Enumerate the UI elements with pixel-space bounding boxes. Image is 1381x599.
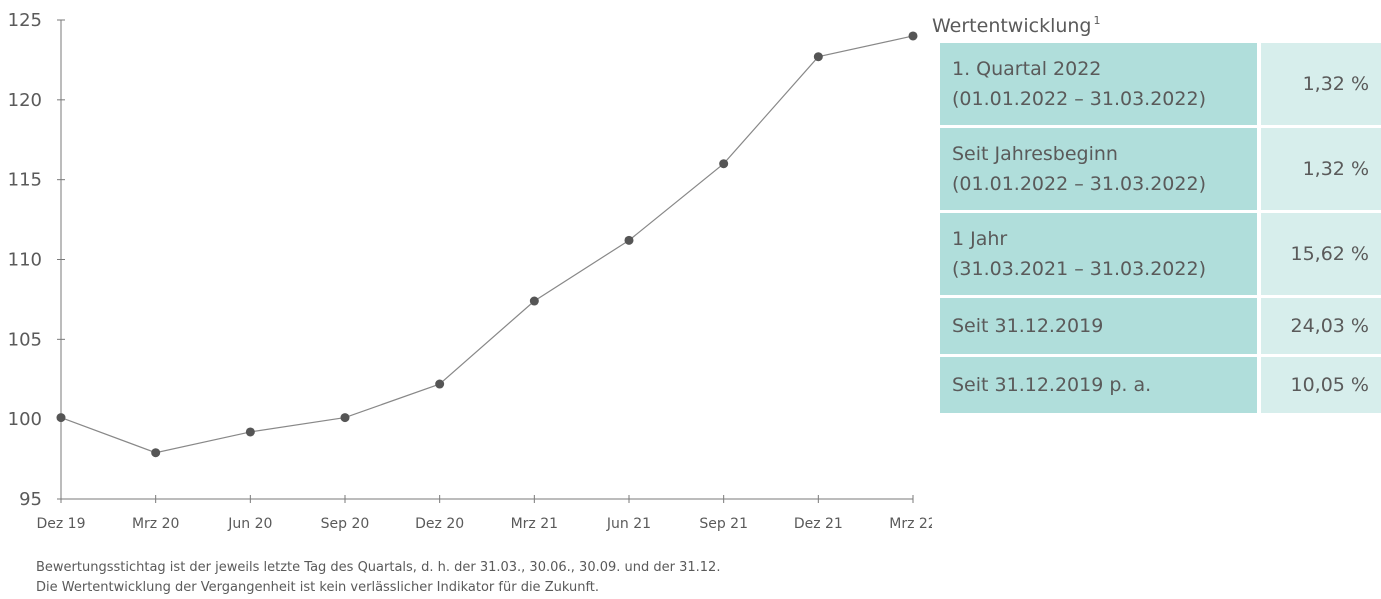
performance-value: 15,62 % (1260, 213, 1381, 298)
data-point (813, 52, 823, 62)
data-point (151, 448, 161, 458)
data-point (340, 413, 350, 423)
performance-label: Seit 31.12.2019 p. a. (940, 357, 1261, 416)
x-tick-label: Dez 19 (36, 516, 85, 532)
performance-value: 1,32 % (1260, 43, 1381, 128)
performance-row: 1 Jahr (31.03.2021 – 31.03.2022) 15,62 % (940, 213, 1381, 298)
performance-value: 24,03 % (1260, 298, 1381, 357)
y-tick-label: 110 (8, 250, 42, 271)
x-tick-label: Jun 21 (606, 516, 651, 532)
performance-label: Seit Jahresbeginn (01.01.2022 – 31.03.202… (940, 128, 1261, 213)
performance-row: Seit 31.12.2019 p. a. 10,05 % (940, 357, 1381, 416)
data-point (435, 379, 445, 389)
footnote-line: Die Wertentwicklung der Vergangenheit is… (36, 580, 600, 595)
data-point (719, 159, 729, 169)
x-tick-label: Mrz 20 (132, 516, 179, 532)
y-tick-label: 95 (19, 489, 42, 510)
performance-value: 1,32 % (1260, 128, 1381, 213)
label-line2: (01.01.2022 – 31.03.2022) (952, 88, 1206, 110)
performance-table: 1. Quartal 2022 (01.01.2022 – 31.03.2022)… (940, 43, 1381, 416)
performance-title-text: Wertentwicklung (932, 15, 1092, 37)
label-line1: Seit 31.12.2019 (952, 315, 1104, 337)
performance-title: Wertentwicklung 1 (932, 8, 1381, 37)
x-tick-label: Mrz 22 (889, 516, 932, 532)
label-line1: Seit 31.12.2019 p. a. (952, 374, 1152, 396)
footnote-line: Bewertungsstichtag ist der jeweils letzt… (36, 560, 721, 575)
footnote-mark: 1 (1093, 14, 1101, 27)
label-line1: 1. Quartal 2022 (952, 58, 1102, 80)
y-tick-label: 120 (8, 90, 42, 111)
data-point (624, 235, 634, 245)
y-tick-label: 125 (8, 10, 42, 31)
performance-label: Seit 31.12.2019 (940, 298, 1261, 357)
label-line2: (31.03.2021 – 31.03.2022) (952, 258, 1206, 280)
index-line-chart: 95 100 105 110 115 120 125 Dez 19 Mrz 20 Jun 20 Se… (8, 10, 932, 532)
x-tick-label: Dez 21 (794, 516, 843, 532)
x-tick-label: Sep 20 (321, 516, 370, 532)
label-line2: (01.01.2022 – 31.03.2022) (952, 173, 1206, 195)
performance-panel: Wertentwicklung 1 1. Quartal 2022 (01.01.2… (932, 8, 1381, 416)
y-tick-label: 115 (8, 170, 42, 191)
data-point (56, 413, 66, 423)
performance-row: 1. Quartal 2022 (01.01.2022 – 31.03.2022)… (940, 43, 1381, 128)
y-tick-label: 100 (8, 409, 42, 430)
data-point (245, 427, 255, 437)
data-point (908, 31, 918, 41)
footnotes: Bewertungsstichtag ist der jeweils letzt… (36, 558, 720, 598)
x-tick-label: Sep 21 (699, 516, 748, 532)
data-point (529, 296, 539, 306)
x-tick-label: Jun 20 (227, 516, 272, 532)
performance-row: Seit 31.12.2019 24,03 % (940, 298, 1381, 357)
performance-label: 1. Quartal 2022 (01.01.2022 – 31.03.2022) (940, 43, 1261, 128)
performance-label: 1 Jahr (31.03.2021 – 31.03.2022) (940, 213, 1261, 298)
performance-row: Seit Jahresbeginn (01.01.2022 – 31.03.202… (940, 128, 1381, 213)
performance-value: 10,05 % (1260, 357, 1381, 416)
label-line1: Seit Jahresbeginn (952, 143, 1118, 165)
x-tick-label: Mrz 21 (511, 516, 558, 532)
label-line1: 1 Jahr (952, 228, 1008, 250)
series-line (60, 35, 914, 454)
y-tick-label: 105 (8, 329, 42, 350)
x-tick-label: Dez 20 (415, 516, 464, 532)
